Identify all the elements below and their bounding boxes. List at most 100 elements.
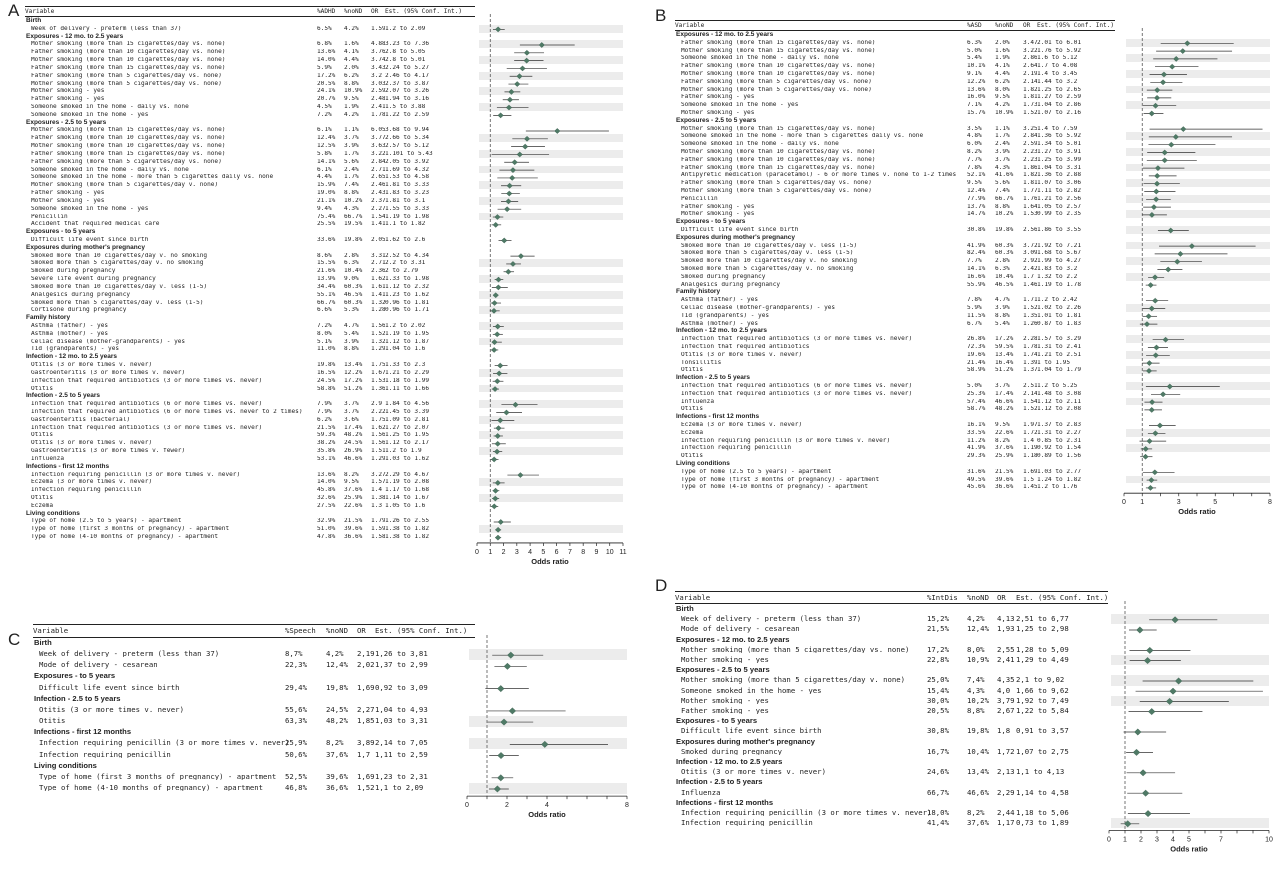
- odds-ratio-cell: 1.5: [1023, 476, 1035, 483]
- estimate-marker: [516, 151, 523, 158]
- estimate-marker: [1169, 63, 1176, 70]
- row-shade: [1126, 428, 1270, 437]
- percent-case-cell: 11.0%: [317, 346, 336, 353]
- row-shade: [1126, 38, 1270, 47]
- confidence-interval-cell: 1.2 to 1.9: [385, 448, 422, 455]
- odds-ratio-cell: 2.48: [371, 96, 385, 103]
- column-header: Est. (95% Conf. Int.): [1016, 592, 1108, 602]
- estimate-marker: [505, 198, 512, 205]
- confidence-interval-cell: 1.32 to 2.2: [1037, 273, 1078, 280]
- variable-cell: Mother smoking (more than 5 cigarettes/d…: [31, 182, 219, 189]
- table-row: Someone smoked in the home - yes 9.4% 4.3%…: [31, 206, 481, 214]
- table-row: Mother smoking (more than 10 cigarettes/…: [681, 71, 1121, 79]
- column-header: Est. (95% Conf. Int.): [385, 8, 463, 16]
- confidence-interval-cell: 3.23 to 7.36: [385, 41, 430, 48]
- table-row: Mode of delivery - cesarean 21,5% 12,4% 1,9…: [681, 625, 1114, 635]
- x-tick-label: 1: [488, 549, 492, 556]
- variable-cell: Mother smoking (more than 10 cigarettes/…: [681, 149, 876, 155]
- estimate-marker: [492, 221, 499, 228]
- percent-control-cell: 39.6%: [995, 476, 1014, 483]
- confidence-interval-cell: 1.34 to 5.01: [1037, 141, 1082, 148]
- percent-case-cell: 13.6%: [967, 86, 986, 93]
- percent-control-cell: 1.7%: [344, 150, 359, 157]
- odds-ratio-cell: 1.26: [1023, 320, 1037, 327]
- section-heading: Birth: [26, 17, 42, 24]
- variable-cell: Influenza: [31, 455, 65, 462]
- x-tick-label: 7: [1219, 836, 1223, 843]
- percent-control-cell: 60.3%: [344, 299, 363, 306]
- percent-control-cell: 1.7%: [995, 133, 1010, 140]
- estimate-marker: [504, 206, 511, 213]
- row-shade: [479, 494, 623, 502]
- variable-cell: Smoked more than 5 cigarettes/day v. no …: [681, 266, 854, 272]
- variable-cell: Father smoking - yes: [681, 203, 755, 210]
- row-shade: [479, 134, 623, 143]
- percent-control-cell: 4,2%: [967, 615, 985, 623]
- table-row: Mother smoking (more than 5 cigarettes/d…: [31, 81, 481, 89]
- table-row: Penicillin 75.4% 66.7% 1.54 1.19 to 1.98: [31, 214, 481, 222]
- confidence-interval-cell: 2,51 to 6,77: [1016, 615, 1069, 623]
- table-row: Week of delivery - preterm (less than 37…: [681, 615, 1114, 625]
- percent-case-cell: 21.6%: [317, 268, 336, 275]
- table-row: Difficult life event since birth 33.6% 19.…: [31, 237, 481, 245]
- percent-control-cell: 8,2%: [967, 809, 985, 817]
- percent-case-cell: 11.5%: [967, 312, 986, 319]
- section-heading: Living conditions: [34, 760, 97, 770]
- variable-cell: Father smoking - yes: [31, 96, 105, 103]
- percent-control-cell: 8.8%: [344, 346, 359, 353]
- column-header: %noND: [995, 22, 1014, 30]
- estimate-marker: [1132, 748, 1141, 756]
- x-tick-label: 3: [1177, 499, 1181, 506]
- table-row: Influenza 66,7% 46,6% 2,29 1,14 to 4,58: [681, 789, 1114, 799]
- row-shade: [1126, 257, 1270, 265]
- odds-ratio-cell: 2.42: [1023, 266, 1037, 272]
- x-tick-label: 2: [502, 549, 506, 556]
- confidence-interval-cell: 1.86 to 3.55: [1037, 227, 1082, 233]
- row-shade: [1111, 818, 1269, 829]
- variable-cell: Infection requiring penicillin: [681, 819, 813, 827]
- confidence-interval-cell: 2.46 to 4.17: [385, 72, 430, 79]
- table-row: Eczema (3 or more times v. never) 16.1% 9.…: [681, 422, 1121, 430]
- odds-ratio-cell: 2,44: [997, 809, 1015, 817]
- table-row: Difficult life event since birth 29,4% 19,…: [39, 684, 481, 695]
- percent-control-cell: 8,8%: [967, 707, 985, 715]
- percent-case-cell: 14.0%: [317, 479, 336, 486]
- confidence-interval-cell: 1,25 to 2,98: [1016, 625, 1069, 633]
- estimate-marker: [1147, 485, 1154, 491]
- x-tick-label: 11: [619, 549, 626, 556]
- estimate-marker: [1159, 79, 1167, 86]
- percent-case-cell: 25,0%: [927, 676, 949, 684]
- table-row: Infection that required antibiotics (6 o…: [31, 409, 481, 417]
- odds-ratio-cell: 2.9: [371, 401, 383, 408]
- percent-control-cell: 8.8%: [995, 312, 1010, 319]
- table-row: Otitis (3 or more times v. never) 38.2% 24…: [31, 440, 481, 448]
- table-row: Mother smoking - yes 24.1% 10.9% 2.59 2.07 t…: [31, 88, 481, 96]
- confidence-interval-cell: 0,92 to 3,09: [375, 683, 428, 691]
- percent-case-cell: 5.9%: [967, 305, 982, 311]
- table-row: Someone smoked in the home - yes 15,4% 4,3…: [681, 687, 1114, 697]
- table-row: Type of home (2.5 to 5 years) - apartmen…: [31, 518, 481, 526]
- table-row: Father smoking (more than 10 cigarettes/…: [681, 157, 1121, 165]
- percent-case-cell: 5.8%: [317, 150, 332, 157]
- row-shade: [479, 306, 623, 315]
- variable-cell: Week of delivery - preterm (less than 37…: [31, 25, 182, 32]
- table-row: Asthma (mother) - yes 6.7% 5.4% 1.26 0.87 to…: [681, 321, 1121, 329]
- confidence-interval-cell: 1.33 to 2.3: [385, 362, 426, 369]
- table-row: Otitis 32.6% 25.9% 1.38 1.14 to 1.67: [31, 495, 481, 503]
- odds-ratio-cell: 3.2: [371, 72, 383, 79]
- percent-control-cell: 4.3%: [344, 205, 359, 212]
- x-tick-label: 7: [568, 549, 572, 556]
- table-row: Week of delivery - preterm (less than 37…: [39, 650, 481, 661]
- confidence-interval-cell: 1.101 to 5.43: [385, 150, 433, 157]
- percent-control-cell: 4.1%: [995, 63, 1010, 70]
- estimate-marker: [507, 651, 515, 659]
- table-row: Father smoking - yes 20,5% 8,8% 2,67 1,22 to…: [681, 707, 1114, 717]
- percent-case-cell: 8,7%: [285, 650, 303, 658]
- x-tick-label: 6: [555, 549, 559, 556]
- percent-case-cell: 7.8%: [967, 297, 982, 304]
- x-tick-label: 0: [465, 802, 469, 809]
- table-row: Otitis (3 or more times v. never) 24,6% 13…: [681, 768, 1114, 778]
- row-shade: [479, 337, 623, 346]
- table-row: Smoked more than 10 cigarettes/day v. le…: [681, 243, 1121, 251]
- variable-cell: Smoked during pregnancy: [681, 747, 783, 756]
